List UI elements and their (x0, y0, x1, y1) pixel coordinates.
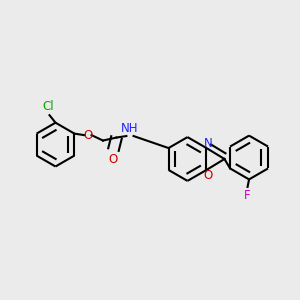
Text: Cl: Cl (42, 100, 54, 113)
Text: O: O (109, 152, 118, 166)
Text: O: O (83, 129, 93, 142)
Text: N: N (204, 137, 212, 150)
Text: O: O (203, 169, 213, 182)
Text: NH: NH (121, 122, 139, 134)
Text: F: F (244, 189, 251, 202)
